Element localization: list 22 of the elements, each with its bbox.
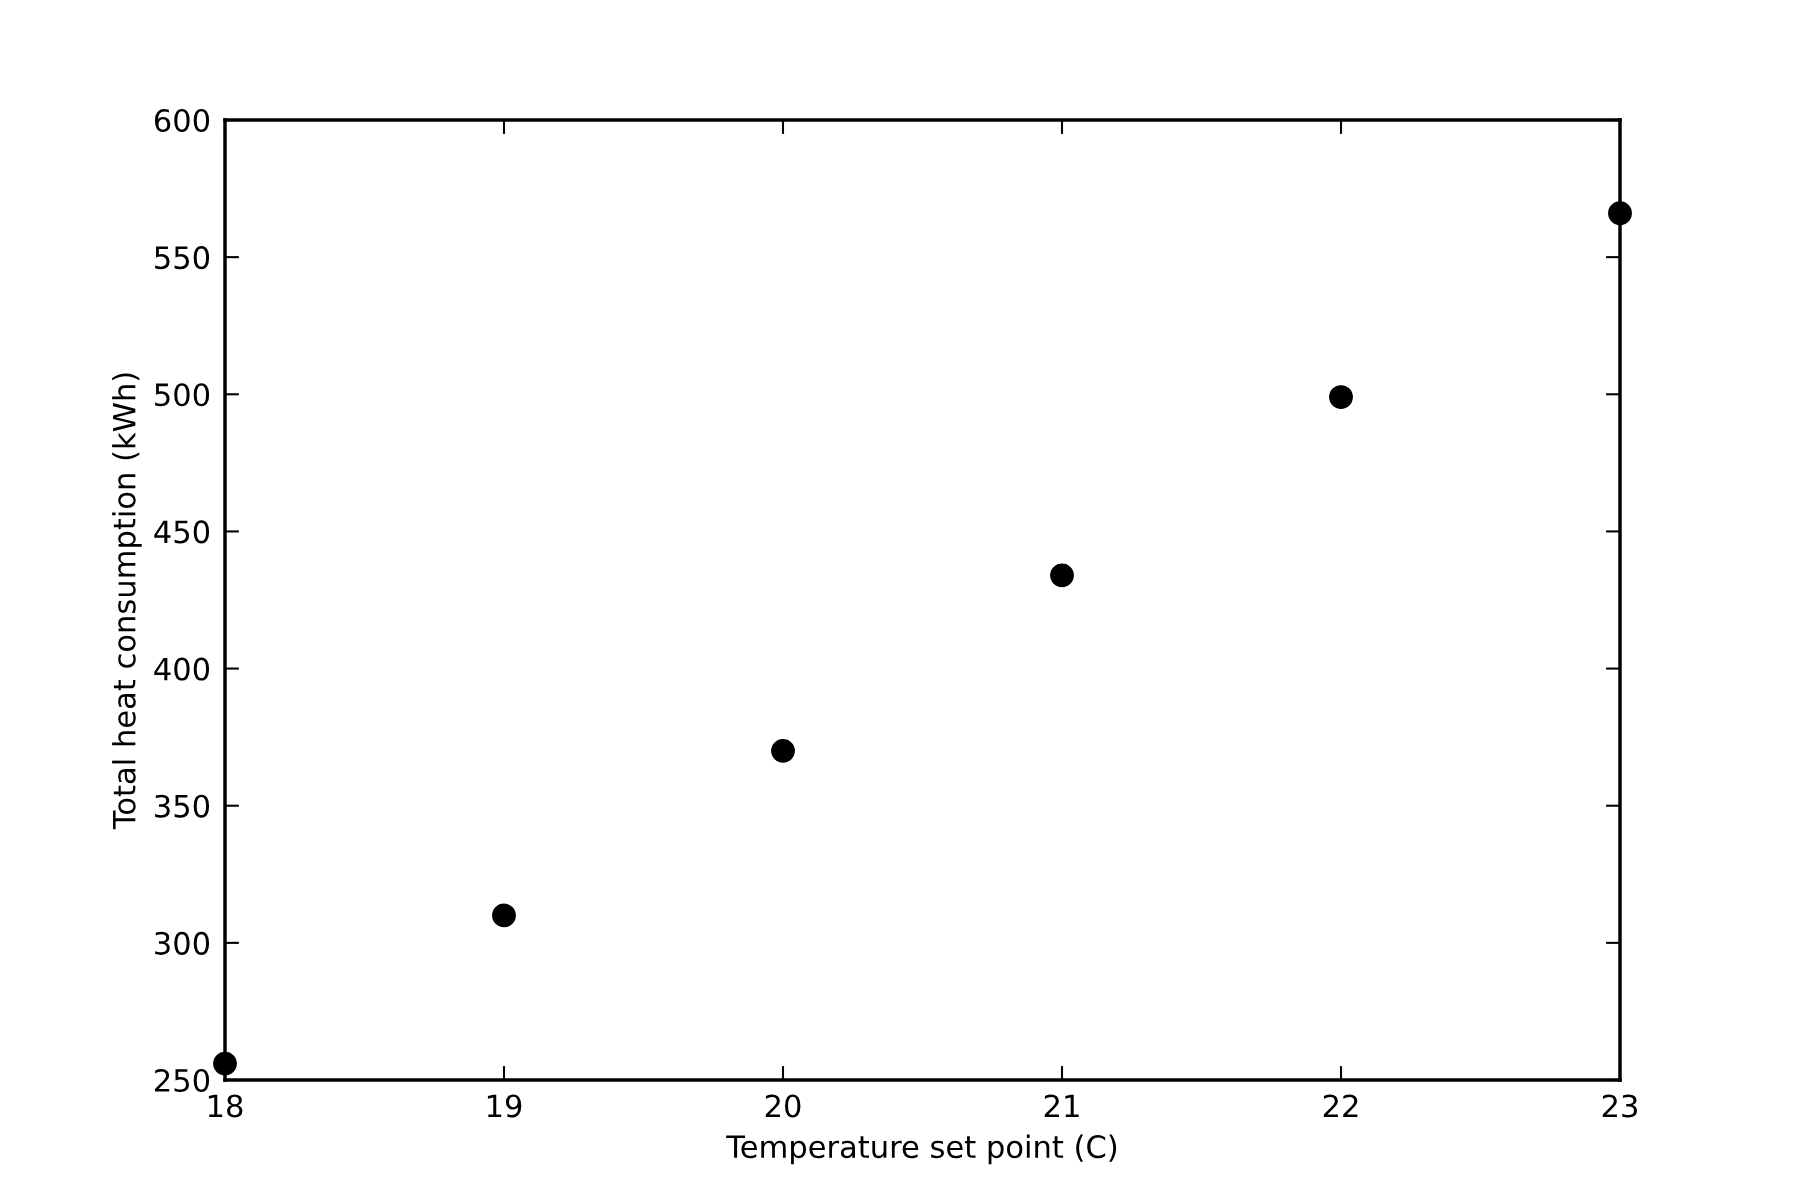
y-tick-label: 600: [154, 108, 210, 133]
y-tick-label: 450: [154, 520, 210, 544]
y-tick-label: 550: [155, 246, 210, 270]
y-tick-label: 400: [154, 657, 210, 681]
y-tick-label: 300: [155, 931, 210, 955]
y-axis-title: Total heat consumption (kWh): [112, 373, 142, 830]
x-tick-label: 20: [765, 1094, 801, 1118]
x-tick-label: 21: [1044, 1094, 1079, 1118]
y-tick-label: 500: [155, 383, 210, 407]
point: [1050, 563, 1074, 588]
point: [771, 738, 795, 763]
point: [213, 1051, 237, 1076]
x-tick-label: 23: [1602, 1094, 1637, 1118]
x-axis-title: Temperature set point (C): [726, 1134, 1117, 1165]
x-tick-label: 22: [1323, 1094, 1358, 1118]
y-tick-label: 250: [155, 1068, 210, 1093]
x-tick-label: 19: [487, 1094, 522, 1118]
point: [1608, 201, 1632, 226]
point: [1329, 385, 1353, 409]
y-tick-label: 350: [155, 794, 210, 818]
point: [492, 903, 516, 928]
x-tick-label: 18: [208, 1094, 243, 1118]
